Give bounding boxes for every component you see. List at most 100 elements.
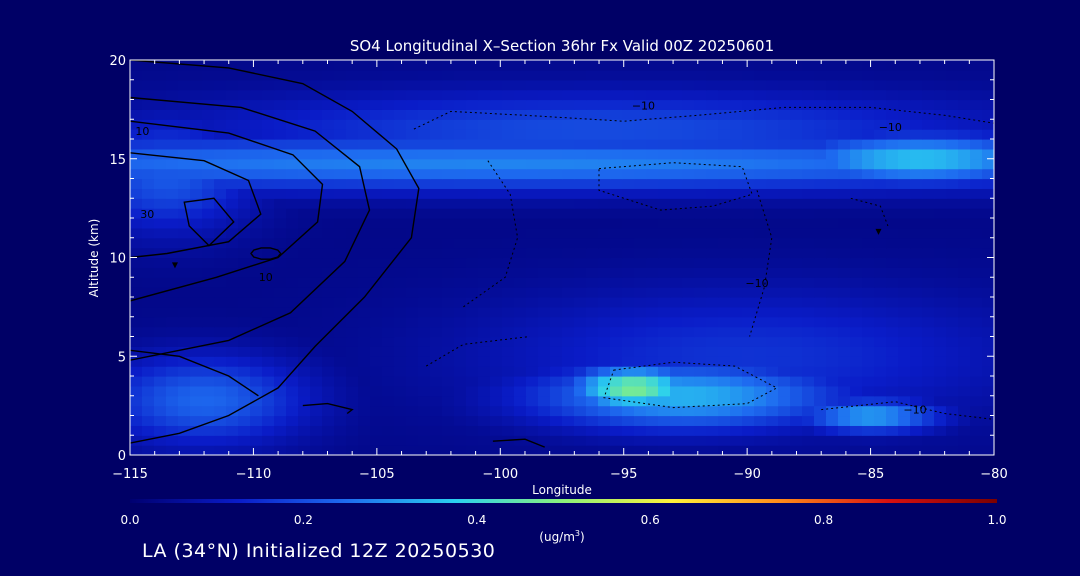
- heat-cell: [550, 79, 563, 91]
- heat-cell: [154, 277, 167, 288]
- heat-cell: [658, 326, 671, 338]
- heat-cell: [154, 139, 167, 150]
- heat-cell: [958, 435, 971, 446]
- heat-cell: [202, 395, 215, 407]
- heat-cell: [958, 405, 971, 417]
- heat-cell: [178, 178, 191, 189]
- heat-cell: [862, 316, 875, 328]
- heat-cell: [598, 79, 611, 91]
- heat-cell: [646, 415, 659, 426]
- heat-cell: [886, 237, 899, 249]
- contour-line-negative: [413, 106, 994, 130]
- heat-cell: [442, 178, 455, 189]
- heat-cell: [898, 237, 911, 249]
- heat-cell: [394, 395, 407, 407]
- contour-line-positive: [183, 197, 235, 247]
- heat-cell: [766, 60, 779, 71]
- heat-cell: [826, 297, 839, 308]
- heat-cell: [334, 346, 347, 357]
- heat-cell: [862, 227, 875, 239]
- heat-cell: [670, 405, 683, 417]
- heat-cell: [634, 277, 647, 288]
- heat-cell: [250, 139, 263, 150]
- heat-cell: [142, 346, 155, 357]
- heat-cell: [130, 69, 143, 81]
- heat-cell: [562, 257, 575, 268]
- heat-cell: [934, 178, 947, 189]
- heat-cell: [466, 395, 479, 407]
- heat-cell: [430, 227, 443, 239]
- heat-cell: [166, 227, 179, 239]
- heat-cell: [166, 119, 179, 130]
- heat-cell: [526, 129, 539, 140]
- heat-cell: [934, 188, 947, 199]
- heat-cell: [874, 247, 887, 259]
- heat-cell: [922, 287, 935, 298]
- heat-cell: [922, 405, 935, 417]
- heat-cell: [274, 267, 287, 278]
- heat-cell: [130, 119, 143, 130]
- heat-cell: [454, 168, 467, 180]
- heat-cell: [814, 247, 827, 259]
- heat-cell: [418, 188, 431, 199]
- contour-label: −10: [903, 404, 926, 417]
- heat-cell: [766, 287, 779, 298]
- heat-cell: [826, 139, 839, 150]
- heat-cell: [862, 267, 875, 278]
- heat-cell: [766, 237, 779, 249]
- heat-cell: [946, 198, 959, 209]
- heat-cell: [862, 346, 875, 357]
- heat-cell: [370, 79, 383, 91]
- colorbar-tick-label: 1.0: [987, 513, 1006, 527]
- heat-cell: [946, 168, 959, 180]
- heat-cell: [394, 178, 407, 189]
- heat-cell: [694, 257, 707, 268]
- heat-cell: [526, 139, 539, 150]
- heat-cell: [670, 346, 683, 357]
- heat-cell: [850, 316, 863, 328]
- heat-cell: [142, 297, 155, 308]
- heat-cell: [694, 247, 707, 259]
- concentration-field: [130, 60, 994, 455]
- heat-cell: [238, 208, 251, 219]
- heat-cell: [658, 356, 671, 367]
- contour-line-negative: [598, 162, 753, 211]
- heat-cell: [862, 306, 875, 318]
- heat-cell: [886, 257, 899, 268]
- heat-cell: [682, 198, 695, 209]
- heat-cell: [550, 267, 563, 278]
- heat-cell: [730, 89, 743, 101]
- heat-cell: [958, 326, 971, 338]
- heat-cell: [310, 277, 323, 288]
- heat-cell: [682, 415, 695, 426]
- heat-cell: [586, 89, 599, 101]
- heat-cell: [262, 109, 275, 120]
- heat-cell: [862, 99, 875, 110]
- heat-cell: [586, 267, 599, 278]
- heat-cell: [454, 129, 467, 140]
- heat-cell: [394, 119, 407, 130]
- heat-cell: [574, 109, 587, 120]
- heat-cell: [574, 267, 587, 278]
- heat-cell: [886, 405, 899, 417]
- heat-cell: [406, 267, 419, 278]
- heat-cell: [262, 99, 275, 110]
- contour-line-positive: [130, 96, 371, 361]
- heat-cell: [190, 119, 203, 130]
- heat-cell: [562, 218, 575, 229]
- heat-cell: [622, 425, 635, 436]
- heat-cell: [610, 405, 623, 417]
- heat-cell: [418, 326, 431, 338]
- heat-cell: [778, 435, 791, 446]
- heat-cell: [610, 336, 623, 347]
- heat-cell: [850, 287, 863, 298]
- heat-cell: [166, 168, 179, 180]
- heat-cell: [874, 385, 887, 397]
- heat-cell: [610, 148, 623, 160]
- heat-cell: [982, 158, 994, 170]
- heat-cell: [982, 168, 994, 180]
- heat-cell: [742, 168, 755, 180]
- heat-cell: [514, 237, 527, 249]
- heat-cell: [730, 69, 743, 81]
- heat-cell: [454, 346, 467, 357]
